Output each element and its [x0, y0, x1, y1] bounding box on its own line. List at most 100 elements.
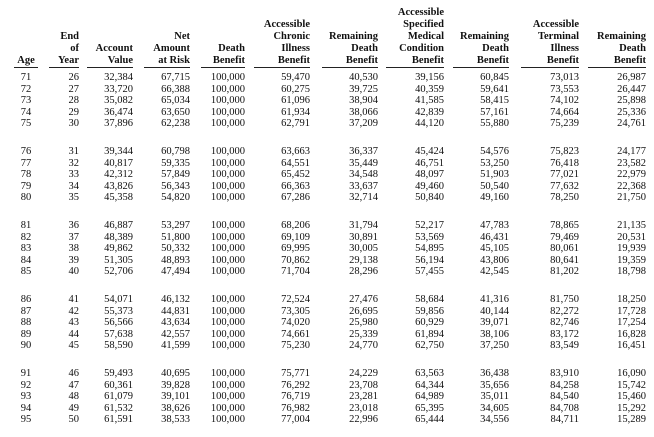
table-cell: 25,898: [617, 95, 646, 107]
table-cell: 74,020: [281, 317, 310, 329]
header-line: Benefit: [613, 55, 646, 66]
table-cell: 65,034: [161, 95, 190, 107]
table-cell: 64,989: [415, 391, 444, 403]
header-line: at Risk: [158, 55, 190, 66]
column-header: Accessible Specified Medical Condition Benef…: [386, 7, 444, 68]
table-cell: 100,000: [210, 328, 245, 340]
table-cell: 56,194: [415, 254, 444, 266]
table-cell: 100,000: [210, 368, 245, 379]
table-cell: 74: [20, 106, 32, 118]
table-cell: 87: [20, 305, 32, 317]
table-cell: 60,929: [415, 317, 444, 329]
table-cell: 100,000: [210, 192, 245, 204]
table-cell: 57,849: [161, 169, 190, 181]
table-cell: 16,451: [617, 340, 646, 352]
table-cell: 65,452: [281, 169, 310, 181]
table-cell: 38: [68, 243, 80, 255]
table-cell: 48,893: [161, 254, 190, 266]
table-cell: 78,250: [550, 192, 579, 204]
table-cell: 18,250: [617, 294, 646, 305]
table-cell: 61,532: [104, 402, 133, 414]
table-cell: 84,708: [550, 402, 579, 414]
table-cell: 36: [68, 220, 80, 231]
header-line: Benefit: [476, 55, 509, 66]
table-cell: 73,013: [550, 72, 579, 83]
table-cell: 37,209: [349, 118, 378, 130]
table-cell: 92: [20, 379, 32, 391]
table-cell: 33,637: [349, 180, 378, 192]
table-cell: 39,156: [415, 72, 444, 83]
header-line: Death: [218, 43, 245, 54]
table-cell: 51,305: [104, 254, 133, 266]
table-cell: 76: [20, 146, 32, 157]
table-cell: 42,312: [104, 169, 133, 181]
table-cell: 100,000: [210, 305, 245, 317]
table-cell: 100,000: [210, 402, 245, 414]
table-cell: 100,000: [210, 414, 245, 426]
table-cell: 61,934: [281, 106, 310, 118]
table-cell: 76,292: [281, 379, 310, 391]
table-cell: 46,132: [161, 294, 190, 305]
table-cell: 44,831: [161, 305, 190, 317]
table-cell: 69,109: [281, 231, 310, 243]
header-line: Death: [351, 43, 378, 54]
table-cell: 46,887: [104, 220, 133, 231]
table-cell: 35,656: [480, 379, 509, 391]
table-cell: 85: [20, 266, 32, 278]
header-line: Benefit: [546, 55, 579, 66]
table-cell: 28,296: [349, 266, 378, 278]
table-cell: 77,632: [550, 180, 579, 192]
table-cell: 84,711: [550, 414, 580, 426]
table-cell: 38,106: [480, 328, 509, 340]
table-cell: 59,856: [415, 305, 444, 317]
table-cell: 77,021: [550, 169, 579, 181]
table-cell: 58,590: [104, 340, 133, 352]
table-cell: 25,339: [349, 328, 378, 340]
table-cell: 31,794: [349, 220, 378, 231]
table-cell: 100,000: [210, 95, 245, 107]
table-cell: 65,444: [415, 414, 444, 426]
table-cell: 34,605: [480, 402, 509, 414]
table-cell: 17,254: [617, 317, 646, 329]
header-line: Medical: [407, 31, 444, 42]
table-cell: 100,000: [210, 379, 245, 391]
table-cell: 78: [20, 169, 32, 181]
table-cell: 88: [20, 317, 32, 329]
table-cell: 100,000: [210, 118, 245, 130]
table-cell: 100,000: [210, 294, 245, 305]
table-cell: 29: [68, 106, 80, 118]
table-cell: 76,418: [550, 157, 579, 169]
table-cell: 15,289: [617, 414, 646, 426]
table-cell: 39,725: [349, 83, 378, 95]
table-cell: 58,684: [415, 294, 444, 305]
table-cell: 37,250: [480, 340, 509, 352]
column-header: Remaining Death Benefit: [322, 31, 378, 68]
header-line: Chronic: [273, 31, 310, 42]
table-cell: 15,460: [617, 391, 646, 403]
table-cell: 46: [68, 368, 80, 379]
table-cell: 23,018: [349, 402, 378, 414]
header-line: Terminal: [537, 31, 579, 42]
table-cell: 56,566: [104, 317, 133, 329]
table-cell: 32,714: [349, 192, 378, 204]
table-cell: 37,896: [104, 118, 133, 130]
table-cell: 41,316: [480, 294, 509, 305]
table-cell: 23,281: [349, 391, 378, 403]
table-cell: 81: [20, 220, 32, 231]
table-cell: 60,798: [161, 146, 190, 157]
table-cell: 40,359: [415, 83, 444, 95]
table-cell: 67,715: [161, 72, 190, 83]
table-cell: 86: [20, 294, 32, 305]
table-cell: 23,582: [617, 157, 646, 169]
header-line: Illness: [550, 43, 579, 54]
table-cell: 48,389: [104, 231, 133, 243]
header-line: Remaining: [596, 31, 646, 42]
table-cell: 79: [20, 180, 32, 192]
table-cell: 52,217: [415, 220, 444, 231]
table-cell: 100,000: [210, 243, 245, 255]
table-cell: 65,395: [415, 402, 444, 414]
table-cell: 41,585: [415, 95, 444, 107]
table-cell: 71,704: [281, 266, 310, 278]
table-cell: 52,706: [104, 266, 133, 278]
table-cell: 40,695: [161, 368, 190, 379]
